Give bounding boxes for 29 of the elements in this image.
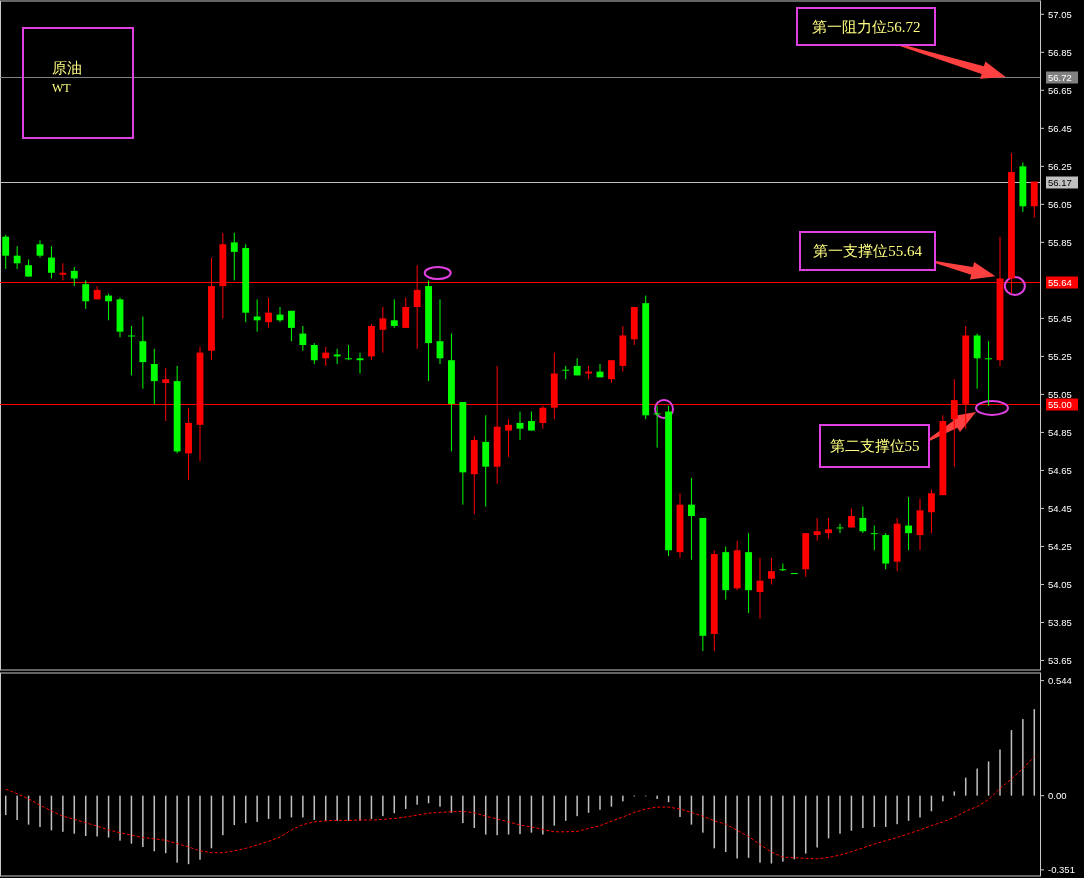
y-tick-label: 54.65	[1048, 464, 1072, 476]
ref-line-label: 55.64	[1048, 277, 1072, 288]
y-tick-label: 55.05	[1048, 388, 1072, 400]
annotation: 第二支撑位55	[829, 438, 920, 454]
annotation: 原油	[52, 60, 82, 76]
y-tick-label: 56.65	[1048, 84, 1072, 96]
y-tick-label: 54.45	[1048, 502, 1072, 514]
annotation: WT	[52, 81, 72, 95]
y-tick-label: 0.544	[1048, 675, 1072, 687]
annotation: 第一阻力位56.72	[811, 18, 921, 35]
y-tick-label: 54.85	[1048, 426, 1072, 438]
y-tick-label: 57.05	[1048, 8, 1072, 20]
y-tick-label: 55.25	[1048, 350, 1072, 362]
y-tick-label: 53.85	[1048, 616, 1072, 628]
y-tick-label: 56.05	[1048, 198, 1072, 210]
ref-line-label: 56.72	[1048, 72, 1072, 83]
y-tick-label: 56.25	[1048, 160, 1072, 172]
ref-line-label: 56.17	[1048, 177, 1072, 188]
ref-line-label: 55.00	[1048, 399, 1072, 410]
y-tick-label: 56.45	[1048, 122, 1072, 134]
y-tick-label: 0.00	[1048, 790, 1067, 802]
y-tick-label: 54.25	[1048, 540, 1072, 552]
y-tick-label: 55.45	[1048, 312, 1072, 324]
y-tick-label: 56.85	[1048, 46, 1072, 58]
y-tick-label: -0.351	[1048, 864, 1075, 876]
y-tick-label: 55.85	[1048, 236, 1072, 248]
annotation: 第一支撑位55.64	[813, 243, 923, 259]
y-tick-label: 54.05	[1048, 578, 1072, 590]
y-tick-label: 53.65	[1048, 655, 1072, 666]
